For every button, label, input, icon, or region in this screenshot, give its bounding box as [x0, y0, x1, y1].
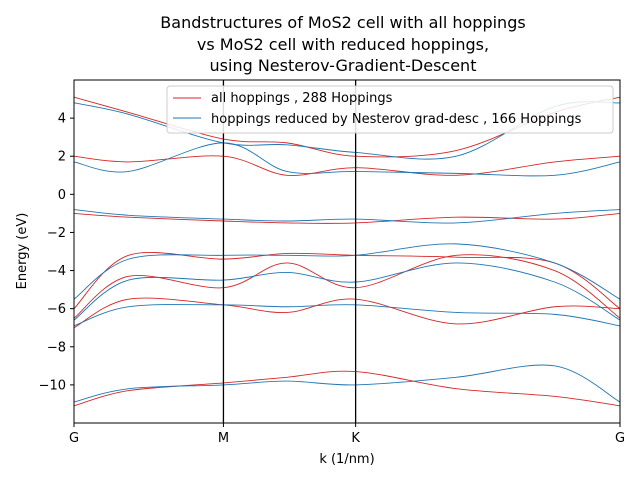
legend: all hoppings , 288 Hoppings hoppings red… — [166, 85, 614, 134]
x-axis-label: k (1/nm) — [319, 452, 374, 467]
band-line-series1-band3 — [73, 243, 621, 300]
chart-title-line-2: vs MoS2 cell with reduced hoppings, — [197, 35, 489, 54]
legend-label-all-hoppings: all hoppings , 288 Hoppings — [211, 91, 393, 106]
band-line-series0-band3 — [73, 252, 621, 310]
band-lines — [73, 96, 621, 407]
band-line-series0-band1 — [73, 155, 621, 176]
y-tick-label: 2 — [58, 150, 66, 165]
y-tick-label: −6 — [47, 302, 66, 317]
chart-title-line-1: Bandstructures of MoS2 cell with all hop… — [160, 13, 525, 32]
y-axis-label: Energy (eV) — [15, 213, 30, 290]
x-tick-label: G — [615, 431, 625, 446]
plot-frame — [73, 79, 621, 424]
band-line-series1-band2 — [73, 209, 621, 224]
band-line-series0-band2 — [73, 212, 621, 224]
band-line-series1-band6 — [73, 364, 621, 403]
x-tick-label: M — [218, 431, 229, 446]
high-symmetry-lines — [222, 80, 357, 423]
chart-title: Bandstructures of MoS2 cell with all hop… — [160, 13, 525, 75]
chart-title-line-3: using Nesterov-Gradient-Descent — [210, 56, 477, 75]
y-tick-label: 0 — [58, 188, 66, 203]
y-tick-label: −4 — [47, 264, 66, 279]
band-line-series1-band1 — [73, 142, 621, 177]
band-line-series1-band5 — [73, 304, 621, 327]
x-tick-label: K — [351, 431, 360, 446]
y-tick-label: −10 — [39, 378, 66, 393]
band-line-series1-band4 — [73, 262, 621, 321]
y-tick-label: −2 — [47, 226, 66, 241]
y-axis-ticks: −10 −8 −6 −4 −2 0 2 4 — [39, 112, 74, 393]
band-line-series0-band4 — [73, 254, 621, 319]
band-line-series0-band5 — [73, 297, 621, 329]
x-tick-label: G — [69, 431, 79, 446]
y-tick-label: −8 — [47, 340, 66, 355]
y-tick-label: 4 — [58, 112, 66, 127]
legend-label-reduced-hoppings: hoppings reduced by Nesterov grad-desc ,… — [211, 112, 582, 127]
legend-box — [166, 85, 614, 134]
band-line-series0-band6 — [73, 370, 621, 407]
